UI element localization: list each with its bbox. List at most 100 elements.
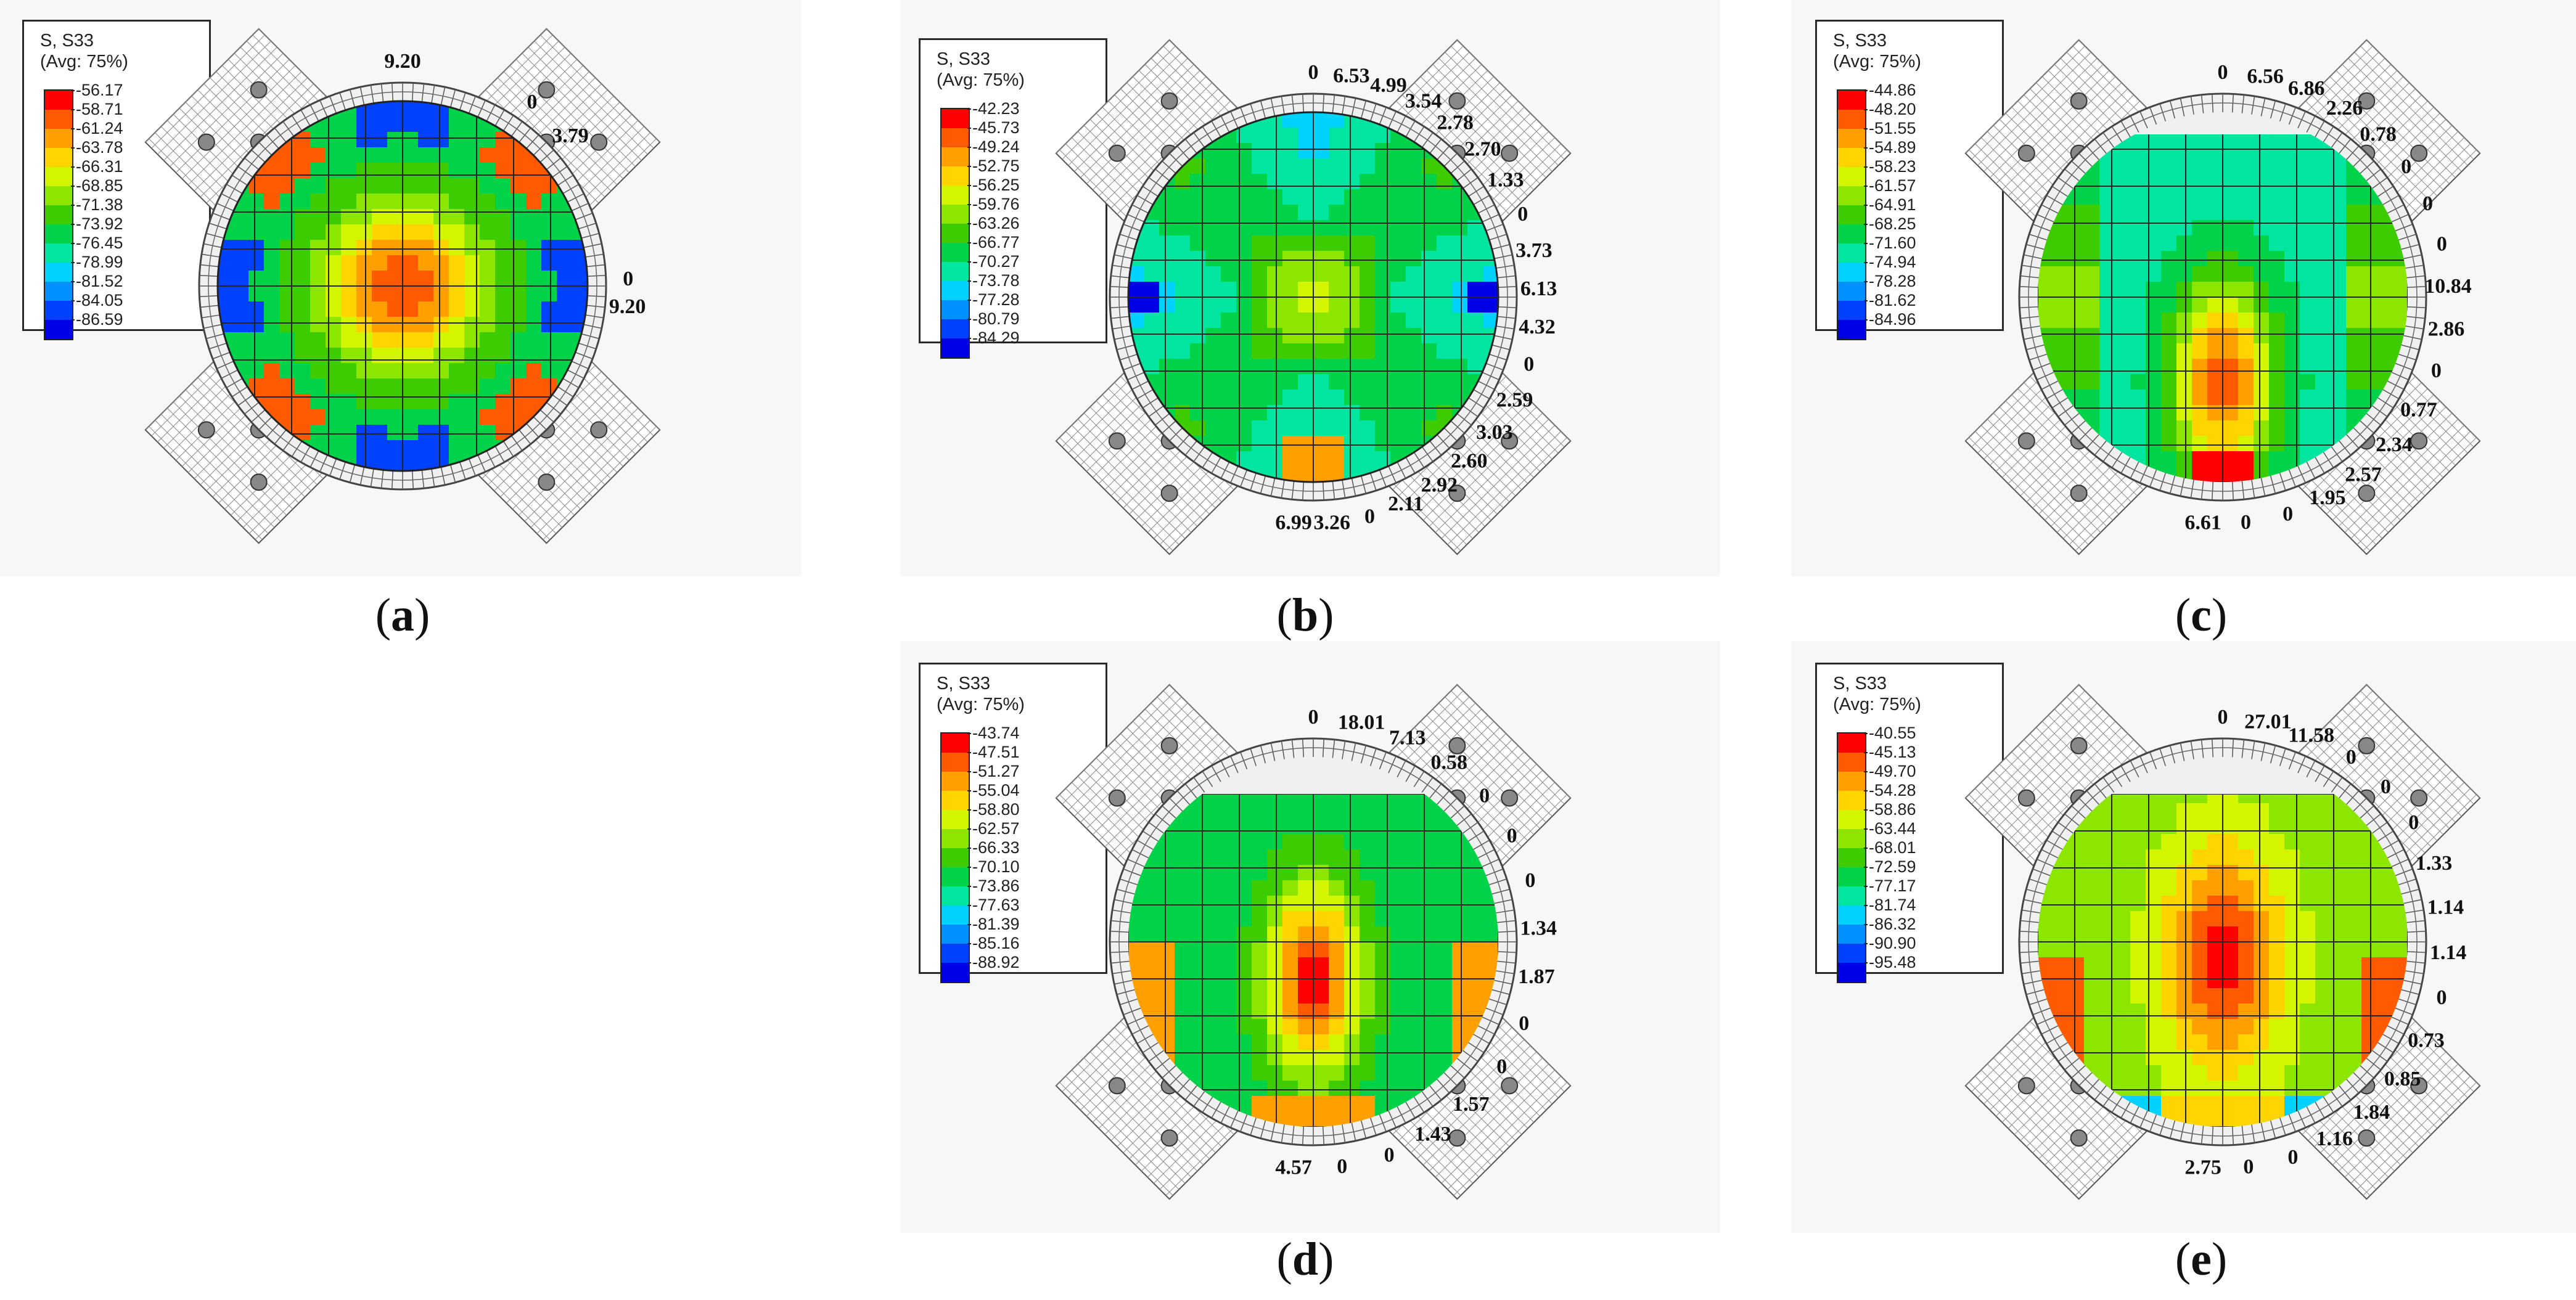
legend-swatch	[941, 848, 969, 867]
legend-swatch	[941, 128, 969, 147]
boundary-value-label: 0	[2381, 775, 2391, 798]
boundary-value-label: 0	[2241, 511, 2251, 534]
legend-value: -90.90	[1864, 934, 1916, 952]
legend-value: -73.78	[967, 271, 1020, 290]
bolt-icon	[1448, 92, 1466, 110]
figure-group: 0 18.017.130.580001.341.87001.571.43004.5…	[1055, 684, 1572, 1200]
bolt-icon	[2017, 144, 2035, 162]
contour-field	[2038, 134, 2408, 482]
legend-value: -58.80	[967, 800, 1020, 819]
legend-value: -88.92	[967, 953, 1020, 971]
legend-swatch	[1838, 263, 1865, 282]
contour-field	[2038, 794, 2408, 1127]
legend-value: -66.77	[967, 233, 1020, 251]
contour-field	[218, 101, 588, 471]
boundary-value-label: 0	[2437, 233, 2447, 256]
boundary-value-label: 1.33	[2416, 852, 2453, 875]
bolt-icon	[1108, 144, 1126, 162]
legend-value: -78.99	[71, 253, 123, 271]
legend-swatch	[941, 147, 969, 166]
bolt-icon	[2410, 144, 2428, 162]
legend-value: -63.44	[1864, 819, 1916, 838]
boundary-value-label: 1.95	[2309, 486, 2346, 509]
legend-swatch	[941, 186, 969, 205]
bolt-icon	[1501, 1077, 1519, 1095]
figure-group: 0 6.566.862.260.7800010.842.8600.772.342.…	[1964, 39, 2481, 555]
legend-swatch	[941, 886, 969, 906]
bolt-icon	[1448, 1129, 1466, 1147]
boundary-value-label: 0	[1519, 1012, 1529, 1035]
boundary-value-label: 2.60	[1451, 450, 1488, 473]
legend-subtitle: (Avg: 75%)	[40, 52, 128, 72]
legend-value: -81.74	[1864, 896, 1916, 914]
legend-swatch	[941, 224, 969, 243]
legend-value: -40.55	[1864, 724, 1916, 742]
legend-swatch	[1838, 906, 1865, 925]
legend-swatch	[45, 243, 72, 263]
boundary-value-label: 11.58	[2288, 724, 2334, 746]
boundary-value-label: 6.61	[2184, 512, 2221, 534]
legend-swatch	[941, 753, 969, 772]
legend-swatch	[45, 263, 72, 282]
legend-swatch	[941, 963, 969, 982]
legend-value: -68.85	[71, 176, 123, 195]
legend-value: -51.55	[1864, 119, 1916, 137]
contour-figure-d: 0 18.017.130.580001.341.87001.571.43004.5…	[1055, 684, 1572, 1200]
boundary-value-label: 9.20	[384, 50, 421, 73]
legend-swatch	[1838, 320, 1865, 339]
boundary-value-label: 4.32	[1519, 316, 1556, 338]
boundary-value-label: 0	[2243, 1156, 2254, 1179]
legend-subtitle: (Avg: 75%)	[1833, 52, 1921, 72]
contour-figure-b: 0 6.53 4.993.542.782.701.3303.736.134.3202…	[1055, 39, 1572, 555]
legend-swatch	[941, 791, 969, 810]
legend-swatch	[941, 734, 969, 753]
legend-title: S, S33	[937, 674, 991, 693]
boundary-value-label: 0	[1517, 203, 1528, 226]
boundary-value-label: 1.34	[1520, 917, 1557, 940]
bolt-icon	[1501, 432, 1519, 450]
legend-b: S, S33 (Avg: 75%) -42.23 -45.73 -49.24 -52.…	[919, 38, 1107, 359]
legend-value: -81.52	[71, 272, 123, 290]
boundary-value-label: 0	[1496, 1055, 1507, 1078]
legend-swatch	[1838, 944, 1865, 963]
legend-swatch	[1838, 886, 1865, 906]
legend-value: -78.28	[1864, 272, 1916, 290]
boundary-value-label: 0	[1384, 1144, 1395, 1167]
legend-value: -84.05	[71, 291, 123, 309]
legend-values: -44.86 -48.20 -51.55 -54.89 -58.23 -61.57 -64.…	[1864, 81, 1916, 329]
bolt-icon	[1501, 144, 1519, 162]
legend-swatch	[1838, 148, 1865, 167]
legend-swatch	[941, 300, 969, 319]
boundary-value-label: 0	[623, 268, 633, 290]
bolt-icon	[250, 81, 268, 99]
legend-value: -59.76	[967, 195, 1020, 213]
caption-c: (c)	[2175, 589, 2228, 641]
contour-figure-a: 9.20 0 3.79 0 9.20	[144, 28, 661, 544]
legend-swatch	[941, 906, 969, 925]
legend-value: -47.51	[967, 743, 1020, 761]
boundary-value-label: 0.73	[2408, 1029, 2445, 1052]
boundary-value-label: 0	[2401, 155, 2411, 178]
boundary-value-label: 2.92	[1421, 474, 1458, 497]
legend-swatch	[45, 91, 72, 110]
legend-value: -62.57	[967, 819, 1020, 838]
legend-value: -42.23	[967, 99, 1020, 118]
boundary-value-label: 2.70	[1464, 137, 1501, 160]
legend-swatch	[941, 109, 969, 128]
legend-swatch	[941, 243, 969, 262]
boundary-value-label: 0	[527, 91, 537, 113]
boundary-value-label: 1.14	[2430, 941, 2467, 964]
legend-swatch	[1838, 129, 1865, 148]
contour-figure-e: 0 27.0111.580001.331.141.1400.730.851.841…	[1964, 684, 2481, 1200]
legend-swatch	[941, 205, 969, 224]
boundary-value-label: 0	[2422, 192, 2433, 215]
bolt-icon	[2410, 789, 2428, 807]
boundary-value-label: 6.86	[2288, 77, 2325, 100]
legend-swatch	[1838, 925, 1865, 944]
legend-swatch	[45, 148, 72, 167]
boundary-value-label: 6.13	[1520, 277, 1557, 300]
legend-color-bar	[1837, 89, 1866, 340]
boundary-value-label: 0	[2287, 1146, 2298, 1169]
legend-values: -42.23 -45.73 -49.24 -52.75 -56.25 -59.76 -63.…	[967, 99, 1020, 348]
legend-swatch	[45, 167, 72, 186]
